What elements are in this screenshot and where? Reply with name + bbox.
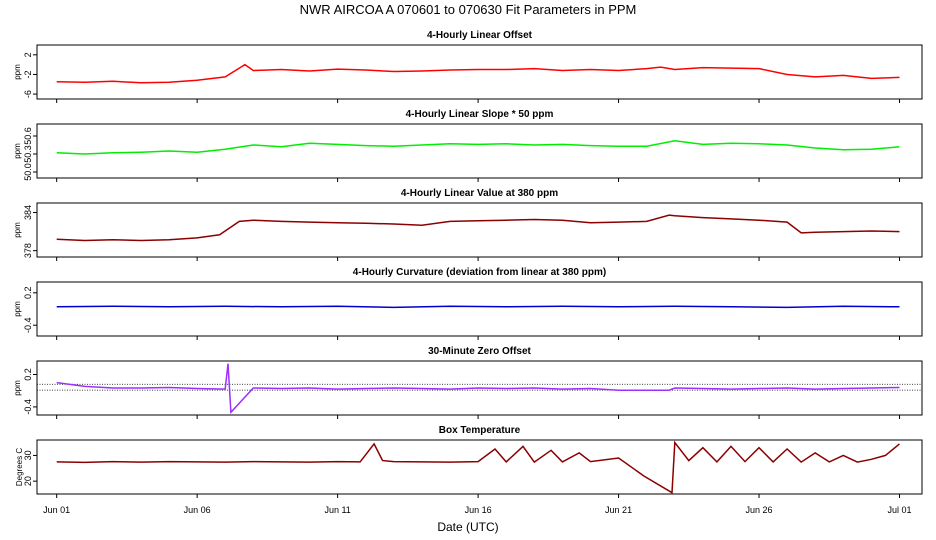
panel-2: 4-Hourly Linear Slope * 50 ppmppm50.650.… (13, 109, 923, 182)
panel-frame (36, 281, 923, 337)
y-axis-label: Degrees C (15, 448, 24, 486)
x-axis-label: Date (UTC) (437, 520, 498, 534)
y-axis-label: ppm (13, 301, 22, 317)
panel-4: 4-Hourly Curvature (deviation from linea… (13, 267, 923, 340)
series-line (56, 363, 900, 415)
panel-title: 4-Hourly Linear Offset (427, 30, 533, 41)
y-tick-label: -0.4 (23, 317, 33, 333)
y-axis-label: ppm (13, 380, 22, 396)
x-tick-label: Jun 01 (43, 505, 70, 515)
x-tick-label: Jun 11 (324, 505, 350, 515)
figure-title: NWR AIRCOA A 070601 to 070630 Fit Parame… (300, 2, 637, 17)
y-tick-label: 30 (23, 450, 33, 460)
y-axis-label: ppm (13, 143, 22, 159)
panel-title: 4-Hourly Curvature (deviation from linea… (353, 267, 606, 278)
y-tick-label: 50.3 (23, 145, 33, 163)
y-axis-label: ppm (13, 222, 22, 238)
panel-title: 4-Hourly Linear Value at 380 ppm (401, 188, 558, 199)
panel-title: 4-Hourly Linear Slope * 50 ppm (406, 109, 554, 120)
y-tick-label: 384 (23, 205, 33, 220)
panel-frame (36, 123, 923, 179)
panel-frame (36, 439, 923, 495)
panel-title: 30-Minute Zero Offset (428, 346, 531, 357)
series-line (56, 214, 900, 242)
y-tick-label: -2 (23, 70, 33, 78)
x-tick-label: Jul 01 (888, 505, 912, 515)
x-tick-label: Jun 21 (605, 505, 632, 515)
panel-frame (36, 44, 923, 100)
y-axis-label: ppm (13, 64, 22, 80)
panel-title: Box Temperature (439, 425, 521, 436)
series-line (56, 63, 900, 84)
y-tick-label: 50.6 (23, 127, 33, 145)
panel-6: Box Temperature Degrees C 30 20 (15, 425, 923, 498)
y-tick-label: 0.2 (23, 368, 33, 381)
y-tick-label: 2 (23, 52, 33, 57)
x-tick-label: Jun 16 (465, 505, 492, 515)
x-tick-label: Jun 26 (746, 505, 773, 515)
y-tick-label: 20 (23, 476, 33, 486)
y-tick-label: -0.4 (23, 399, 33, 415)
panel-frame (36, 360, 923, 416)
panel-1: 4-Hourly Linear Offset ppm 2 -2 -6 (13, 30, 923, 103)
y-tick-label: 378 (23, 243, 33, 258)
series-line (56, 140, 900, 155)
y-tick-label: 50.0 (23, 163, 33, 181)
series-line (56, 305, 900, 309)
x-tick-label: Jun 06 (184, 505, 211, 515)
y-tick-label: -6 (23, 90, 33, 98)
panel-frame (36, 202, 923, 258)
y-tick-label: 0.2 (23, 287, 33, 300)
series-line (56, 440, 900, 494)
